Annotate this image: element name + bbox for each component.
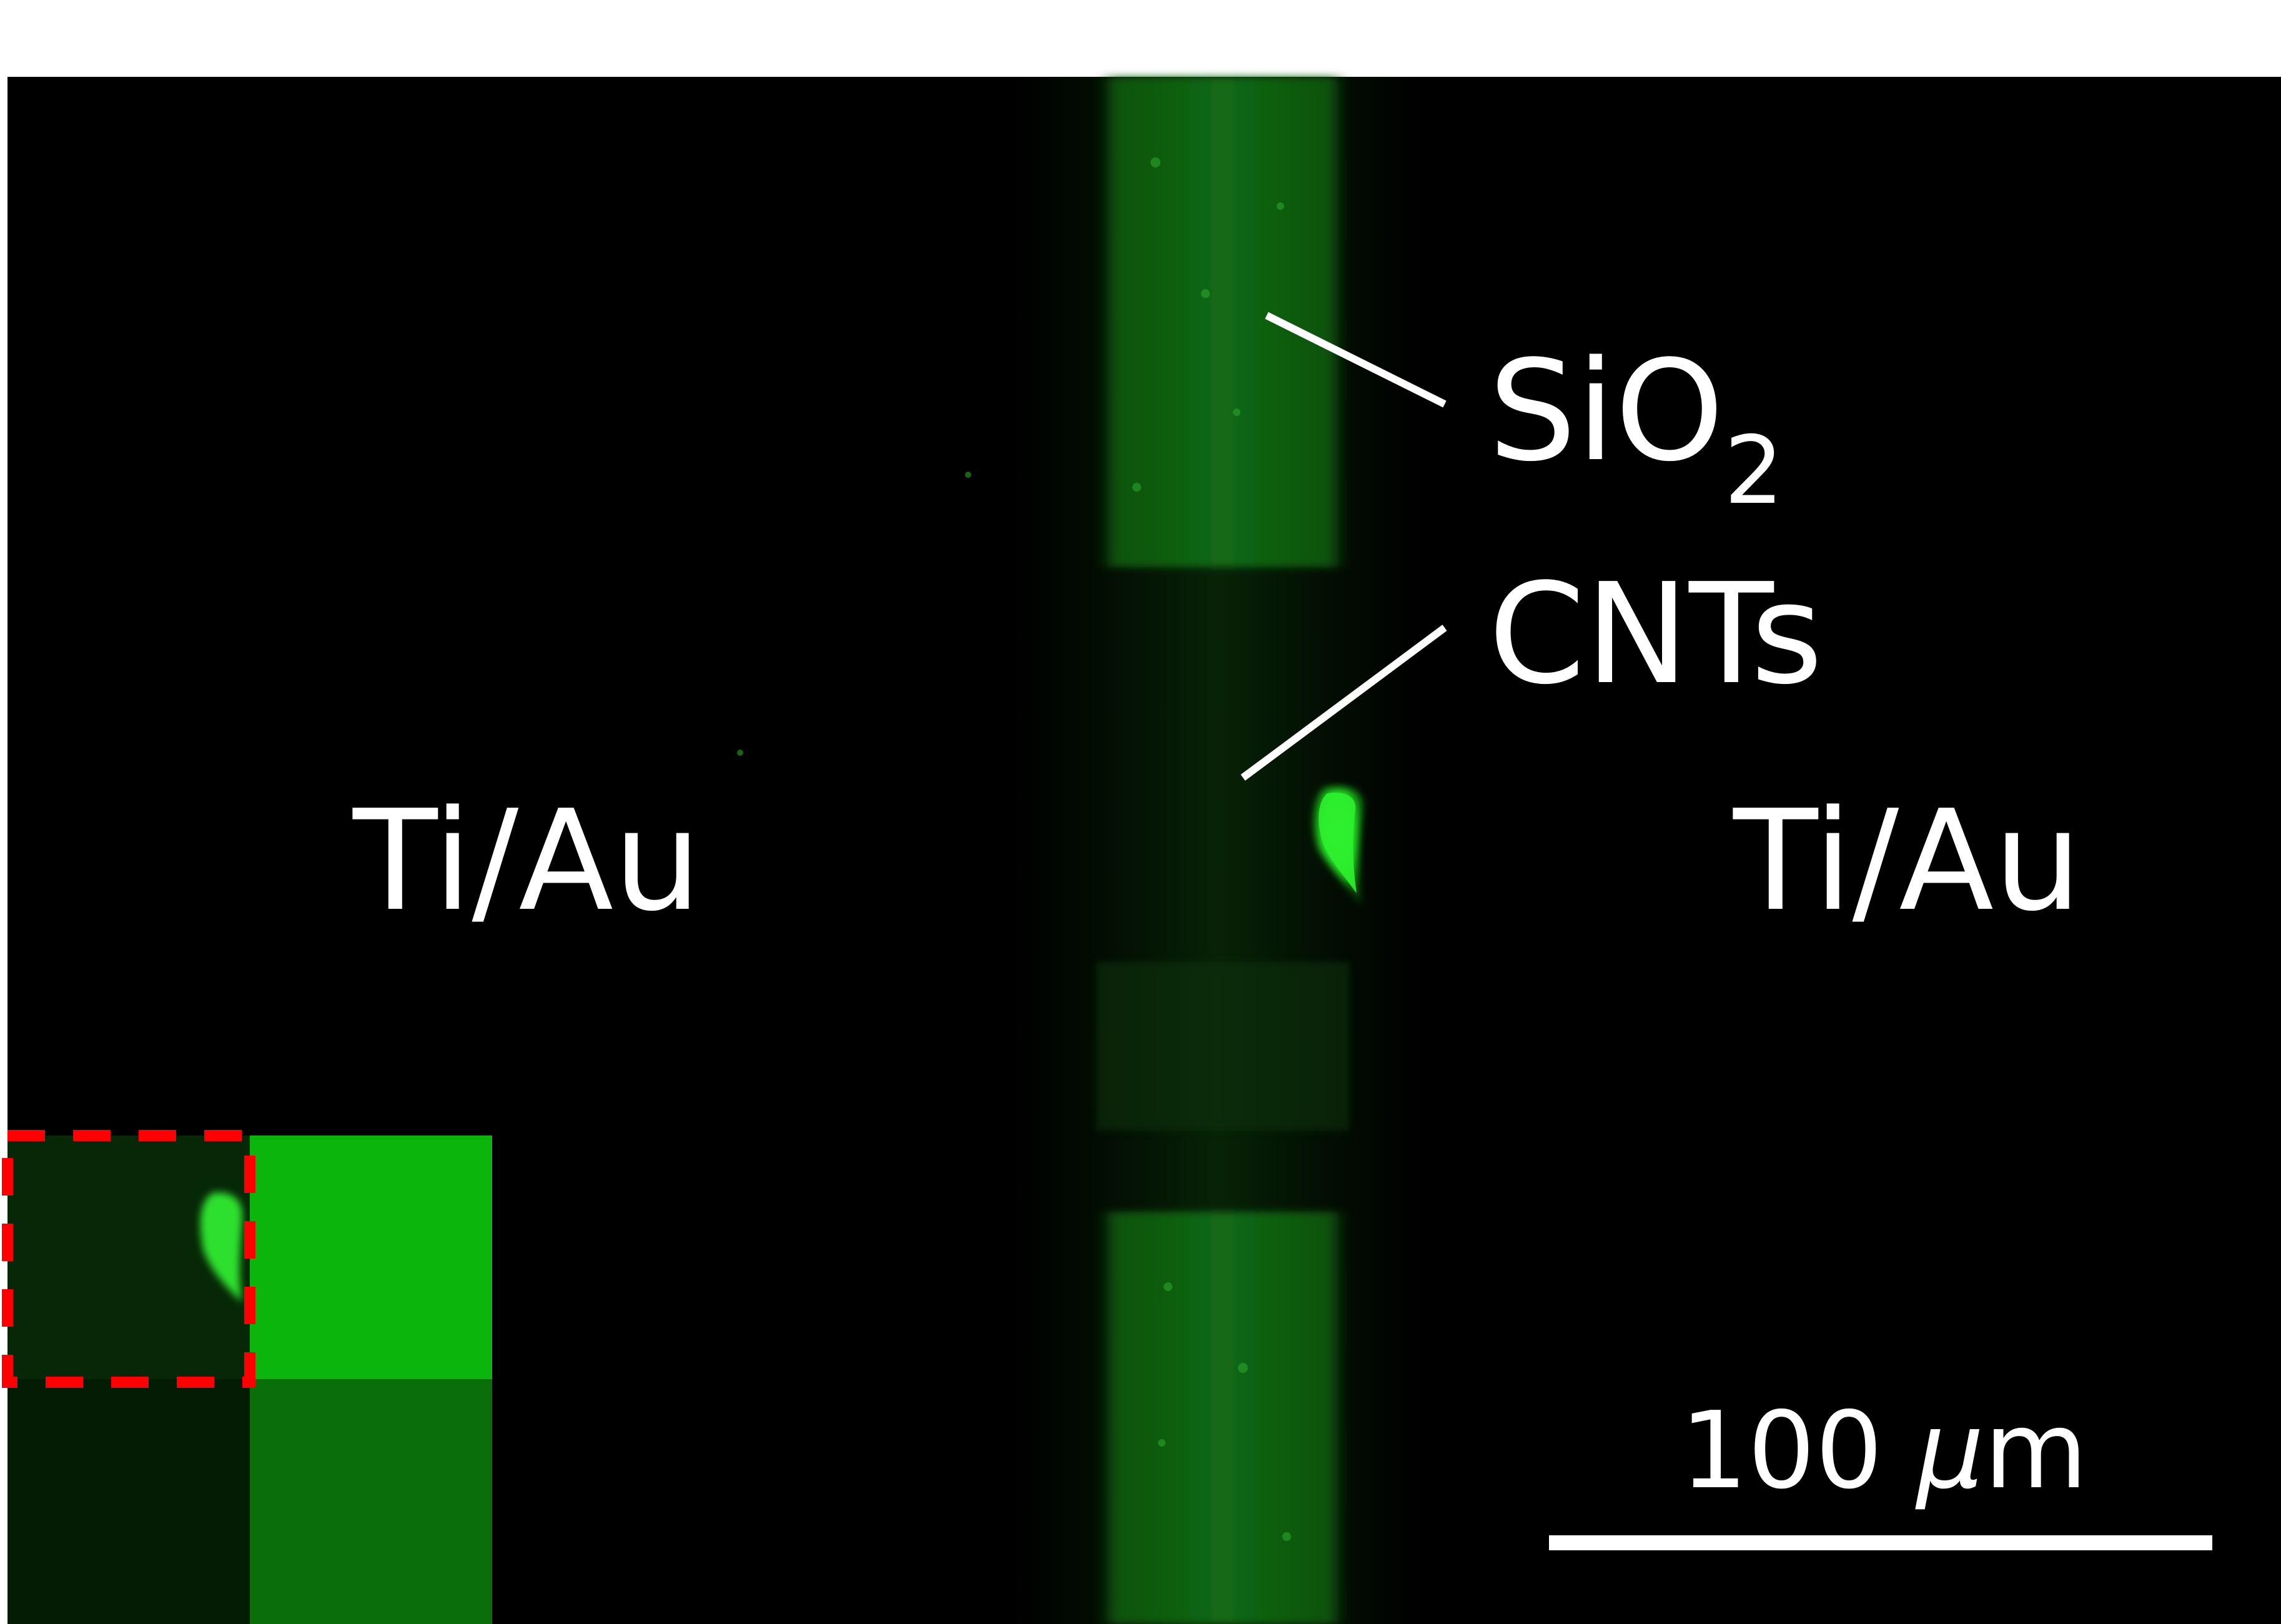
electrode-label-right: Ti/Au	[1733, 781, 2082, 942]
fluorescence-speckles	[737, 157, 1291, 1541]
scale-bar-unit: m	[1984, 1389, 2088, 1513]
inset-highlight-box	[2, 1130, 255, 1388]
scale-bar-label: 100 μm	[1680, 1398, 2087, 1504]
sio2-stripe-bottom	[1096, 1212, 1349, 1624]
scale-bar-mu: μ	[1916, 1389, 1984, 1513]
scale-bar	[1549, 1535, 2212, 1550]
sio2-stripe-top	[1096, 77, 1349, 567]
inset-image	[2, 1130, 492, 1624]
oxide-label: SiO2	[1488, 342, 1784, 518]
cnts-leader-line	[1240, 625, 1447, 781]
sio2-leader-line	[1265, 312, 1447, 408]
electrode-label-left: Ti/Au	[353, 781, 701, 942]
oxide-label-subscript: 2	[1724, 417, 1784, 525]
oxide-label-main: SiO	[1488, 331, 1724, 492]
sio2-stripe-middle	[1096, 962, 1349, 1131]
scale-bar-value: 100	[1680, 1389, 1917, 1513]
nanotube-label: CNTs	[1488, 554, 1823, 715]
